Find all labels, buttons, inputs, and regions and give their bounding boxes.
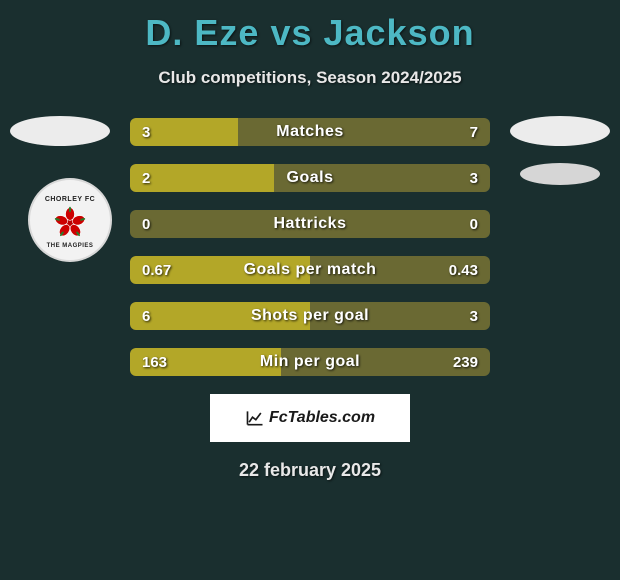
stat-row: 6Shots per goal3 [130, 302, 490, 330]
page-title: D. Eze vs Jackson [0, 0, 620, 54]
branding-badge: FcTables.com [210, 394, 410, 442]
player-right-badge [510, 116, 610, 146]
stat-row: 0.67Goals per match0.43 [130, 256, 490, 284]
stat-fill-left [130, 302, 310, 330]
stat-value-right: 3 [470, 302, 478, 330]
chart-icon [245, 408, 265, 428]
player-right-badge-secondary [520, 163, 600, 185]
stat-label: Hattricks [130, 210, 490, 238]
stat-fill-left [130, 256, 310, 284]
comparison-content: CHORLEY FC [0, 118, 620, 376]
subtitle: Club competitions, Season 2024/2025 [0, 68, 620, 88]
stat-value-right: 0.43 [449, 256, 478, 284]
stat-row: 2Goals3 [130, 164, 490, 192]
stat-value-right: 0 [470, 210, 478, 238]
player-left-badge [10, 116, 110, 146]
stats-bars: 3Matches7 2Goals3 0Hattricks0 0.67Goals per… [130, 118, 490, 376]
stat-fill-left [130, 348, 281, 376]
stat-row: 163Min per goal239 [130, 348, 490, 376]
stat-row: 3Matches7 [130, 118, 490, 146]
stat-fill-left [130, 118, 238, 146]
crest-top-text: CHORLEY FC [45, 196, 95, 203]
crest-bottom-text: THE MAGPIES [47, 243, 94, 249]
date-text: 22 february 2025 [0, 460, 620, 481]
stat-value-right: 3 [470, 164, 478, 192]
club-crest: CHORLEY FC [28, 178, 112, 262]
crest-flower-icon [52, 205, 88, 241]
branding-text: FcTables.com [269, 409, 375, 427]
stat-row: 0Hattricks0 [130, 210, 490, 238]
stat-value-left: 0 [142, 210, 150, 238]
stat-fill-left [130, 164, 274, 192]
stat-value-right: 239 [453, 348, 478, 376]
stat-value-right: 7 [470, 118, 478, 146]
